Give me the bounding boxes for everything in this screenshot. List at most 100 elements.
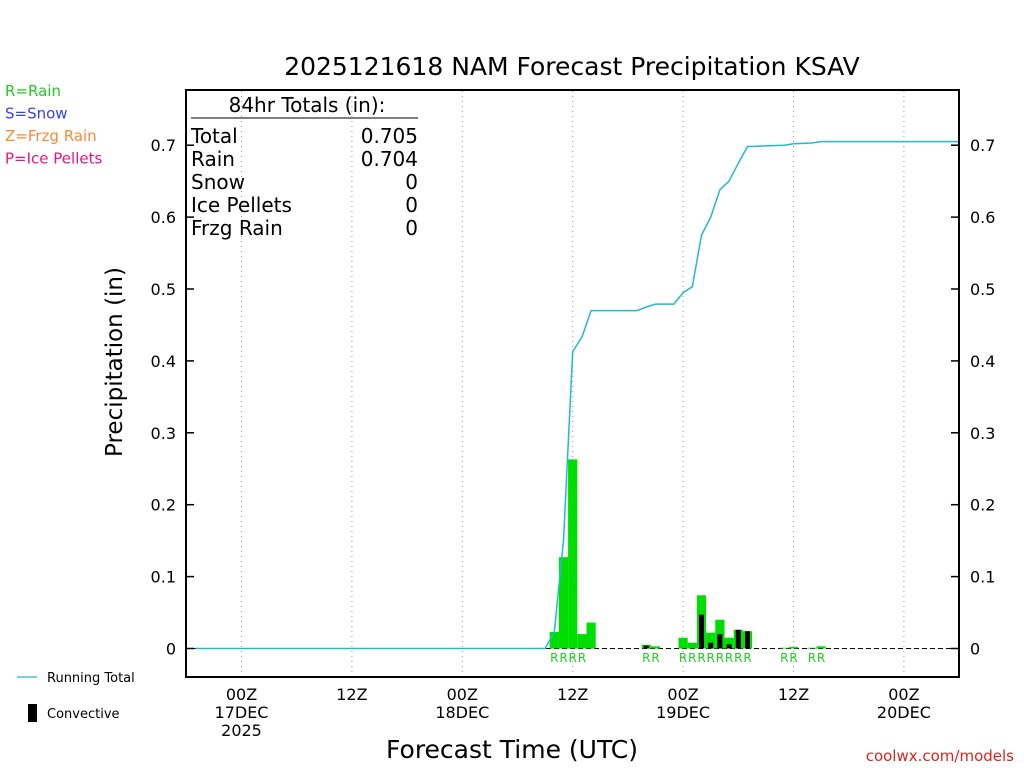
totals-row-value: 0 (405, 216, 418, 240)
bottom-legend: Running Total Convective (17, 671, 135, 722)
y-tick-label: 0.1 (970, 568, 995, 587)
rain-bar (779, 647, 789, 649)
rain-bar (586, 622, 596, 649)
ptype-label: R (688, 651, 696, 665)
totals-heading: 84hr Totals (in): (229, 93, 386, 117)
rain-bar (807, 647, 817, 649)
totals-row-label: Total (190, 124, 238, 148)
rain-bar (678, 637, 688, 649)
ptype-label: R (707, 651, 715, 665)
x-tick-label: 18DEC (435, 703, 489, 722)
y-tick-label: 0.4 (151, 352, 176, 371)
convective-bars (643, 614, 750, 649)
y-tick-label: 0.3 (151, 424, 176, 443)
credit-text: coolwx.com/models (866, 747, 1014, 765)
ptype-label: R (559, 651, 567, 665)
convective-bar (726, 644, 732, 649)
x-axis-label: Forecast Time (UTC) (386, 735, 638, 764)
ptype-label: R (569, 651, 577, 665)
ptype-label: R (743, 651, 751, 665)
y-tick-label: 0.4 (970, 352, 995, 371)
ptype-label: R (817, 651, 825, 665)
ptype-label: R (808, 651, 816, 665)
x-tick-label: 00Z (888, 685, 919, 704)
legend-entry: P=Ice Pellets (5, 150, 102, 168)
convective-bar (643, 645, 649, 649)
chart-title: 2025121618 NAM Forecast Precipitation KS… (284, 52, 860, 81)
y-tick-label: 0.5 (970, 280, 995, 299)
rain-bar (558, 557, 569, 649)
legend-entry: R=Rain (5, 82, 61, 100)
y-tick-label: 0.2 (970, 496, 995, 515)
convective-bar (708, 642, 714, 649)
totals-row-label: Snow (191, 170, 245, 194)
totals-row-value: 0.705 (361, 124, 418, 148)
x-tick-label: 19DEC (656, 703, 710, 722)
y-tick-label: 0.2 (151, 496, 176, 515)
x-tick-label: 12Z (336, 685, 367, 704)
legend-entry: Convective (47, 707, 120, 722)
ptype-label: R (780, 651, 788, 665)
y-axis-label: Precipitation (in) (102, 267, 128, 457)
y-tick-label: 0.3 (970, 424, 995, 443)
ptype-label: R (789, 651, 797, 665)
y-axis-left: 0 0.1 0.2 0.3 0.4 0.5 0.6 0.7 (151, 136, 194, 659)
rain-bar (706, 632, 716, 649)
x-tick-label: 17DEC (215, 703, 269, 722)
y-tick-label: 0.5 (151, 280, 176, 299)
running-total-line (195, 140, 958, 650)
y-tick-label: 0.7 (970, 136, 995, 155)
ptype-label: R (642, 651, 650, 665)
rain-bar (577, 634, 587, 649)
x-tick-label: 00Z (226, 685, 257, 704)
rain-bar (724, 637, 734, 649)
totals-box: 84hr Totals (in): Total 0.705 Rain 0.704 Snow… (190, 93, 418, 240)
ptype-label: R (550, 651, 558, 665)
x-tick-label: 2025 (221, 721, 262, 740)
convective-bar (735, 629, 741, 649)
totals-row-label: Frzg Rain (191, 216, 283, 240)
rain-bar (568, 459, 578, 649)
rain-bar (788, 647, 799, 649)
ptype-label: R (578, 651, 586, 665)
precip-type-legend: R=Rain S=Snow Z=Frzg Rain P=Ice Pellets (5, 82, 102, 168)
y-tick-label: 0.7 (151, 136, 176, 155)
y-tick-label: 0.6 (970, 208, 995, 227)
y-tick-label: 0 (970, 640, 980, 659)
rain-bar (549, 631, 559, 649)
ptype-label: R (679, 651, 687, 665)
x-tick-label: 00Z (667, 685, 698, 704)
totals-row-label: Rain (191, 147, 235, 171)
y-tick-label: 0.1 (151, 568, 176, 587)
legend-entry: Running Total (47, 671, 135, 686)
totals-row-value: 0.704 (361, 147, 418, 171)
y-axis-right: 0 0.1 0.2 0.3 0.4 0.5 0.6 0.7 (951, 136, 995, 659)
x-tick-label: 20DEC (877, 703, 931, 722)
x-tick-label: 12Z (778, 685, 809, 704)
ptype-label: R (697, 651, 705, 665)
ptype-label: R (716, 651, 724, 665)
convective-bar (699, 614, 704, 649)
ptype-label: R (651, 651, 659, 665)
precip-bars (549, 459, 826, 649)
convective-bar (745, 631, 750, 649)
convective-bar (717, 634, 723, 649)
totals-row-value: 0 (405, 170, 418, 194)
totals-row-value: 0 (405, 193, 418, 217)
ptype-label: R (734, 651, 742, 665)
rain-bar (816, 646, 826, 649)
legend-entry: Z=Frzg Rain (5, 127, 97, 145)
x-tick-label: 12Z (557, 685, 588, 704)
y-tick-label: 0.6 (151, 208, 176, 227)
ptype-label: R (725, 651, 733, 665)
y-tick-label: 0 (166, 640, 176, 659)
plot-frame (185, 89, 960, 678)
totals-row-label: Ice Pellets (191, 193, 292, 217)
convective-swatch (28, 704, 37, 722)
legend-entry: S=Snow (5, 105, 68, 123)
rain-bar (650, 646, 661, 649)
x-tick-label: 00Z (447, 685, 478, 704)
